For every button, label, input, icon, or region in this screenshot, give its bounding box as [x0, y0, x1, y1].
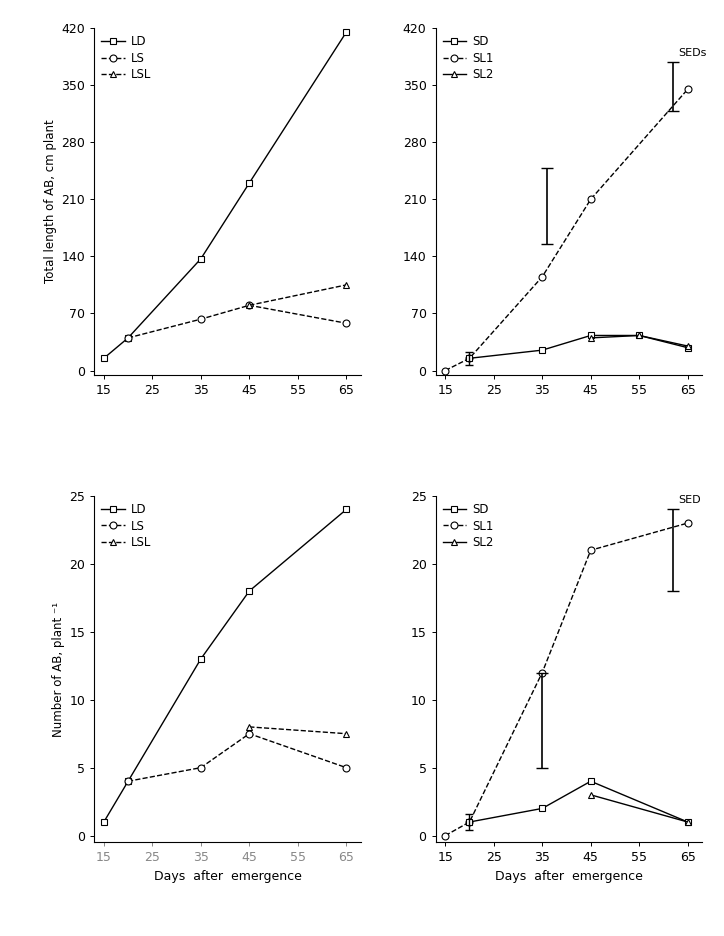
Text: SEDs: SEDs	[678, 49, 707, 58]
X-axis label: Days  after  emergence: Days after emergence	[495, 870, 643, 883]
Y-axis label: Number of AB, plant ⁻¹: Number of AB, plant ⁻¹	[52, 602, 65, 737]
Text: SED: SED	[678, 495, 701, 505]
Legend: LD, LS, LSL: LD, LS, LSL	[100, 502, 152, 550]
X-axis label: Days  after  emergence: Days after emergence	[153, 870, 301, 883]
Legend: SD, SL1, SL2: SD, SL1, SL2	[442, 502, 494, 550]
Legend: LD, LS, LSL: LD, LS, LSL	[100, 34, 152, 82]
Legend: SD, SL1, SL2: SD, SL1, SL2	[442, 34, 494, 82]
Y-axis label: Total length of AB, cm plant: Total length of AB, cm plant	[44, 120, 57, 284]
